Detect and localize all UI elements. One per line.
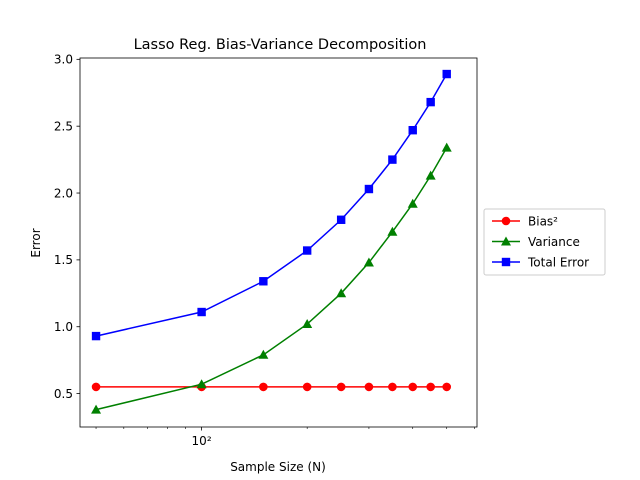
data-point-total-error	[388, 155, 397, 164]
y-tick-label: 1.5	[54, 253, 73, 267]
data-point-variance	[441, 142, 452, 152]
series-line-total-error	[95, 73, 448, 337]
x-axis-label: Sample Size (N)	[230, 460, 326, 474]
data-point-total-error	[442, 69, 451, 79]
data-point-bias	[408, 382, 418, 392]
data-point-total-error	[426, 97, 435, 107]
y-tick-label: 1.0	[54, 320, 73, 334]
y-tick-label: 2.0	[54, 186, 73, 200]
data-point-variance	[363, 257, 374, 267]
legend-marker-total-error	[501, 257, 511, 267]
legend-label-total-error: Total Error	[527, 255, 589, 269]
data-point-bias	[259, 382, 268, 392]
data-point-variance	[258, 349, 269, 359]
chart-title: Lasso Reg. Bias-Variance Decomposition	[134, 37, 427, 53]
legend-box	[483, 208, 606, 276]
axes-frame	[79, 57, 478, 428]
legend-marker-bias	[501, 216, 511, 226]
y-tick-label: 2.5	[54, 119, 73, 133]
x-tick-label: 10²	[192, 434, 212, 448]
data-point-total-error	[408, 125, 417, 135]
series-bias	[91, 382, 452, 392]
data-point-variance	[407, 198, 418, 208]
data-point-total-error	[336, 215, 346, 224]
data-point-variance	[425, 170, 436, 180]
legend-label-variance: Variance	[528, 235, 580, 249]
data-point-total-error	[259, 277, 268, 286]
data-point-variance	[196, 379, 207, 389]
data-point-variance	[91, 404, 102, 414]
data-point-total-error	[197, 307, 206, 317]
plot-area: 10² 0.5 1.0 1.5 2.0 2.5 3.0	[54, 53, 478, 448]
legend-marker-variance	[501, 236, 511, 246]
legend: Bias² Variance Total Error	[483, 208, 606, 276]
series-line-variance	[95, 147, 448, 411]
data-point-variance	[336, 288, 347, 298]
data-point-total-error	[91, 331, 101, 341]
data-point-bias	[388, 382, 397, 392]
data-point-total-error	[302, 246, 312, 255]
data-point-variance	[302, 319, 313, 329]
data-point-bias	[442, 382, 452, 392]
data-point-bias	[336, 382, 346, 392]
data-point-bias	[302, 382, 312, 392]
data-point-bias	[91, 382, 101, 392]
data-point-variance	[387, 226, 398, 236]
y-axis-label: Error	[29, 228, 43, 257]
y-tick-label: 0.5	[54, 387, 73, 401]
y-tick-label: 3.0	[54, 53, 73, 67]
series-total-error	[91, 69, 451, 341]
data-point-bias	[426, 382, 435, 392]
series-variance	[91, 142, 452, 414]
legend-label-bias: Bias²	[528, 214, 558, 228]
data-point-bias	[364, 382, 374, 392]
data-point-total-error	[364, 184, 374, 194]
